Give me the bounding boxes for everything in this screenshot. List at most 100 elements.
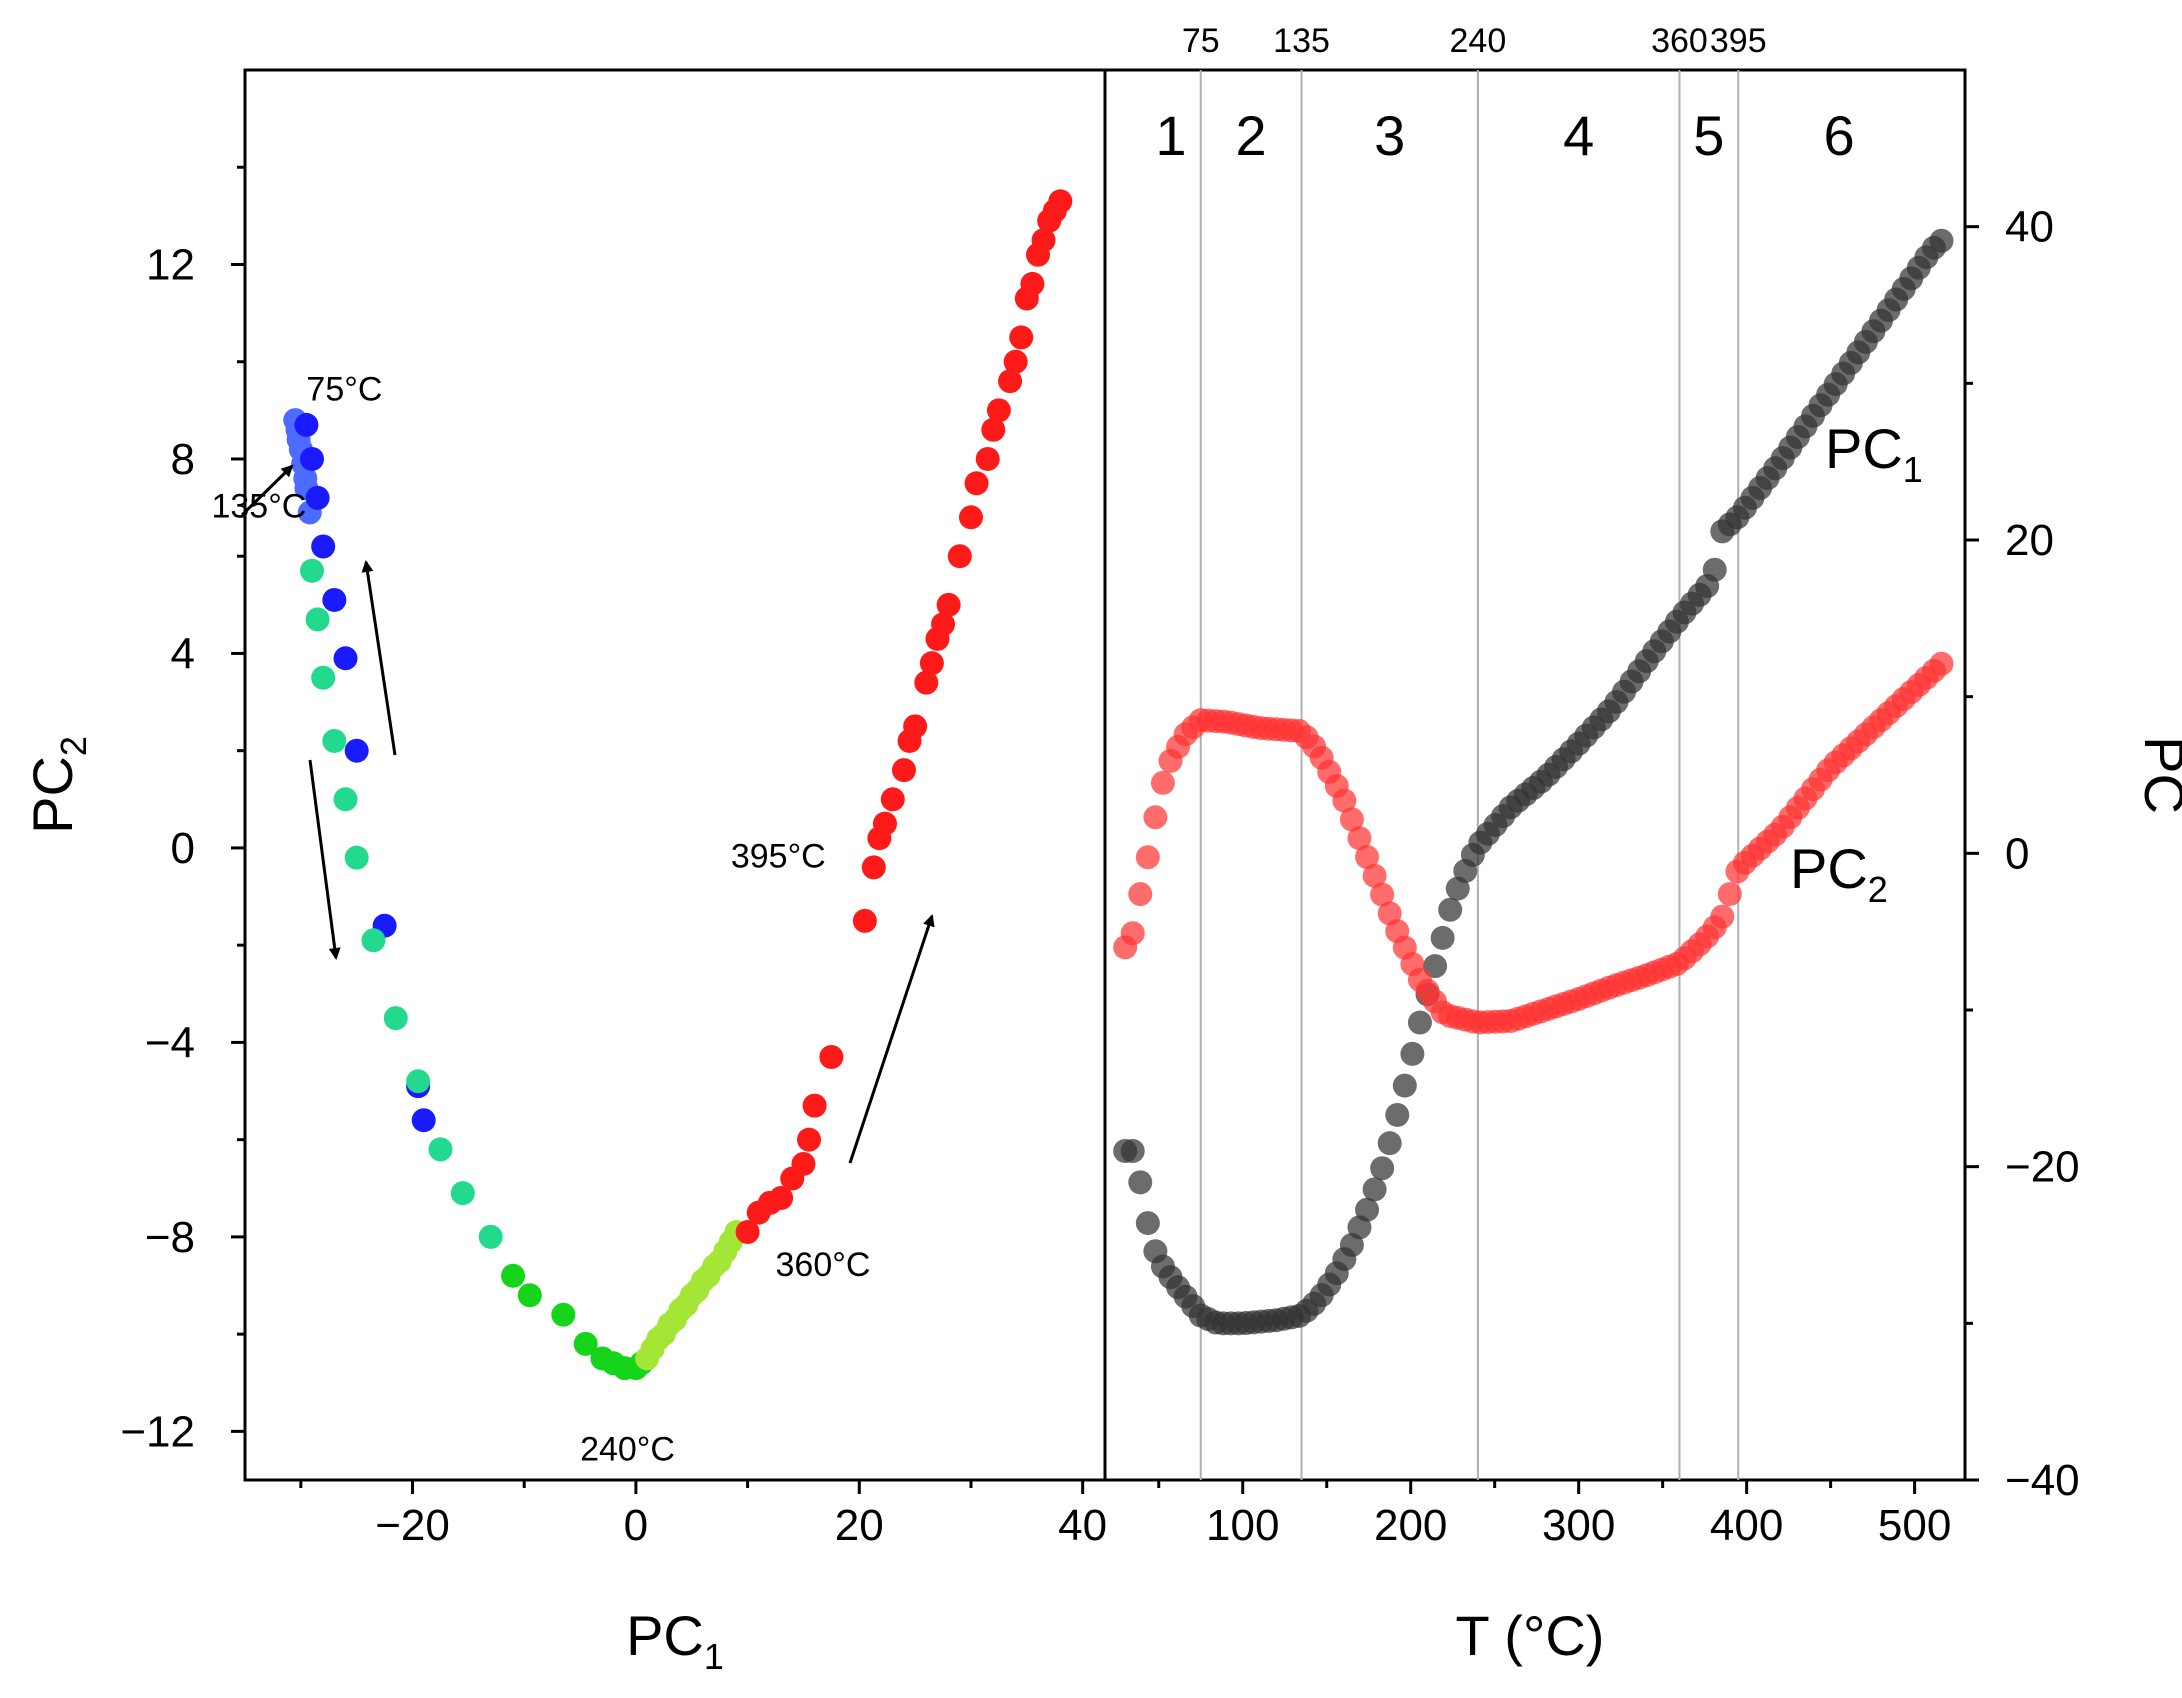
pc1-label-main: PC <box>1825 417 1903 480</box>
left-scatter-points <box>283 189 1073 1381</box>
data-point <box>852 908 877 933</box>
region-boundary-temp: 360 <box>1651 22 1708 60</box>
data-point <box>1362 1177 1387 1202</box>
right-x-ticks: 100 200 300 400 500 <box>1157 1480 1951 1550</box>
right-x-tick-label: 300 <box>1542 1501 1615 1550</box>
temperature-annotation: 395°C <box>731 837 826 875</box>
arrow-up-red <box>848 914 935 1164</box>
data-point <box>1717 882 1742 907</box>
series-label-pc2: PC2 <box>1790 837 1888 910</box>
data-point <box>1370 882 1395 907</box>
right-plot-frame <box>1103 68 1967 1482</box>
data-point <box>1362 863 1387 888</box>
data-point <box>936 592 961 617</box>
region-number: 5 <box>1693 104 1724 167</box>
data-point <box>322 728 347 753</box>
data-point <box>1370 1156 1395 1181</box>
region-number: 1 <box>1155 104 1186 167</box>
data-point <box>300 558 325 583</box>
data-point <box>411 1108 436 1133</box>
left-y-title-main: PC <box>21 756 84 834</box>
left-annotations: 75°C 135°C 395°C 360°C 240°C <box>211 371 870 1469</box>
data-point <box>1003 349 1028 374</box>
right-y-tick-label: −40 <box>2005 1456 2080 1505</box>
right-y-axis-title: PC <box>2133 736 2182 814</box>
right-x-axis-title: T (°C) <box>1456 1604 1605 1667</box>
data-point <box>551 1302 576 1327</box>
data-point <box>1020 271 1045 296</box>
left-y-tick-label: 8 <box>171 435 195 484</box>
data-point <box>305 485 330 510</box>
data-point <box>333 646 358 671</box>
region-number: 3 <box>1374 104 1405 167</box>
data-point <box>802 1093 827 1118</box>
data-point <box>861 855 886 880</box>
data-point <box>947 544 972 569</box>
data-point <box>1128 1170 1153 1195</box>
data-point <box>311 665 336 690</box>
region-boundary-temp: 75 <box>1182 22 1220 60</box>
data-point <box>791 1151 816 1176</box>
data-point <box>517 1283 542 1308</box>
data-point <box>880 787 905 812</box>
data-point <box>903 714 928 739</box>
data-point <box>975 446 1000 471</box>
arrow-up-blue <box>361 560 397 756</box>
right-x-tick-label: 100 <box>1206 1501 1279 1550</box>
data-point <box>478 1224 503 1249</box>
data-point <box>998 369 1023 394</box>
temperature-regions: 75 1 135 2 240 3 360 4 395 5 6 <box>1155 22 1855 1480</box>
data-point <box>1120 921 1145 946</box>
region-boundary-temp: 395 <box>1710 22 1767 60</box>
region-number: 4 <box>1563 104 1594 167</box>
data-point <box>311 534 336 559</box>
data-point <box>919 651 944 676</box>
region-number: 6 <box>1823 104 1854 167</box>
data-point <box>501 1263 526 1288</box>
right-y-tick-label: 20 <box>2005 516 2054 565</box>
data-point <box>1702 557 1727 582</box>
data-point <box>450 1181 475 1206</box>
pc2-label-main: PC <box>1790 837 1868 900</box>
data-point <box>1135 845 1160 870</box>
right-y-ticks: −40 −20 0 20 40 <box>1965 203 2080 1505</box>
data-point <box>819 1045 844 1069</box>
temperature-annotation: 240°C <box>580 1431 675 1469</box>
left-y-tick-label: 0 <box>171 824 195 873</box>
data-point <box>406 1069 431 1094</box>
data-point <box>573 1331 598 1356</box>
region-boundary-temp: 135 <box>1273 22 1330 60</box>
region-boundary-temp: 240 <box>1450 22 1507 60</box>
right-y-tick-label: 0 <box>2005 829 2029 878</box>
data-point <box>305 607 330 632</box>
left-y-ticks: −12 −8 −4 0 4 8 12 <box>120 165 245 1456</box>
left-x-ticks: −20 0 20 40 <box>299 1480 1107 1550</box>
data-point <box>872 811 897 836</box>
right-panel: 75 1 135 2 240 3 360 4 395 5 6 100 200 300 400 500 −40… <box>1103 22 2182 1667</box>
region-number: 2 <box>1236 104 1267 167</box>
data-point <box>964 471 989 496</box>
data-point <box>1400 1041 1425 1066</box>
arrow-down-teal <box>308 759 341 960</box>
data-point <box>1135 1211 1160 1236</box>
data-point <box>1009 325 1034 350</box>
left-y-tick-label: −8 <box>145 1213 195 1262</box>
data-point <box>383 1006 408 1031</box>
left-y-title-sub: 2 <box>53 736 94 756</box>
data-point <box>797 1127 822 1152</box>
data-point <box>1392 1073 1417 1098</box>
data-point <box>344 845 369 870</box>
left-plot-frame <box>243 68 1107 1482</box>
right-scatter-points <box>1113 228 1954 1336</box>
data-point <box>986 398 1011 423</box>
data-point <box>300 446 325 471</box>
data-point <box>931 612 956 637</box>
data-point <box>1438 897 1463 922</box>
data-point <box>1150 770 1175 795</box>
left-x-tick-label: 40 <box>1058 1501 1107 1550</box>
left-x-title-main: PC <box>626 1604 704 1667</box>
data-point <box>735 1220 760 1245</box>
left-y-tick-label: −4 <box>145 1018 195 1067</box>
